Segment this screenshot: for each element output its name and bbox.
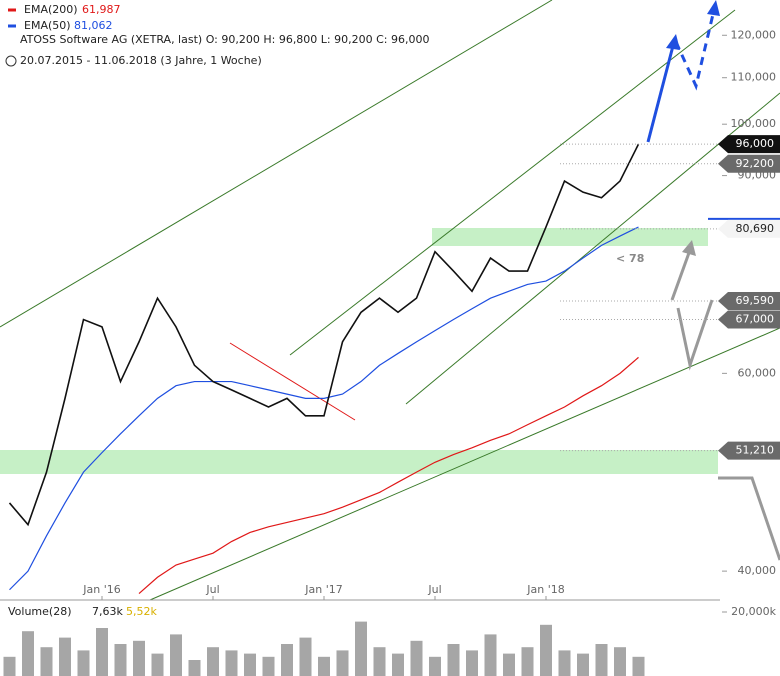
series-line (9, 226, 639, 591)
volume-bar (336, 650, 349, 676)
volume-bar (207, 647, 219, 676)
x-tick-label: Jan '16 (82, 583, 120, 596)
tag-shape (718, 219, 780, 238)
y-tick-label: 110,000 (731, 71, 777, 84)
volume-bar (225, 650, 238, 676)
scenario-arrow (676, 299, 714, 371)
volume-bar (59, 637, 71, 676)
price-tag: 51,210 (560, 441, 780, 460)
price-tag: 96,000 (560, 135, 780, 154)
volume-bar (244, 653, 256, 676)
support-zone (432, 228, 708, 246)
y-tick-label: 20,000k (731, 605, 776, 618)
volume-bar (484, 634, 497, 676)
volume-bar (170, 634, 182, 676)
volume-bar (77, 650, 90, 676)
trend-line (229, 342, 356, 421)
volume-bar (281, 644, 293, 676)
tag-label: 51,210 (736, 444, 775, 457)
scenario-arrow (718, 476, 780, 561)
volume-bar (392, 653, 404, 676)
scenario-arrow (674, 9, 716, 91)
tag-shape (718, 441, 780, 460)
volume-bar (299, 637, 312, 676)
price-tag: 92,200 (560, 154, 780, 173)
volume-bar (3, 656, 16, 676)
scenario-arrow (646, 41, 676, 143)
trend-line (0, 0, 553, 328)
tag-label: 80,690 (736, 222, 775, 235)
series-line (138, 356, 639, 595)
tag-label: 69,590 (736, 294, 775, 307)
support-zone (0, 450, 718, 474)
annotation: < 78 (616, 252, 644, 265)
price-tag: 80,690 (560, 217, 780, 238)
legend-label: EMA(200) (24, 3, 78, 16)
volume-bar (577, 653, 589, 676)
volume-bar (503, 653, 515, 676)
volume-bar (262, 656, 275, 676)
volume-bar (429, 656, 441, 676)
arrow-head (707, 0, 720, 16)
volume-bar (151, 653, 164, 676)
tag-shape (718, 135, 780, 154)
x-tick-label: Jul (427, 583, 441, 596)
series-line (8, 143, 640, 527)
tag-label: 67,000 (736, 313, 775, 326)
x-tick-label: Jul (205, 583, 219, 596)
volume-bar (632, 656, 645, 676)
y-tick-label: 100,000 (731, 117, 777, 130)
volume-bar (318, 656, 330, 676)
volume-bar (595, 644, 608, 676)
volume-bar (133, 640, 145, 676)
volume-bar (96, 628, 108, 676)
trend-line (289, 9, 736, 356)
volume-bar (540, 624, 552, 676)
volume-bar (410, 640, 423, 676)
scenario-arrow (670, 249, 692, 301)
tag-shape (718, 292, 780, 311)
tag-shape (718, 154, 780, 173)
volume-bar (114, 644, 127, 676)
legend-label: EMA(50) (24, 19, 71, 32)
legend-line: ATOSS Software AG (XETRA, last) O: 90,20… (20, 33, 430, 46)
price-tag: 69,590 (560, 292, 780, 311)
tag-label: 96,000 (736, 137, 775, 150)
volume-legend-value: 7,63k (92, 605, 123, 618)
trend-line (149, 327, 780, 601)
volume-bar (447, 644, 460, 676)
arrow-head (682, 240, 696, 256)
volume-bar (373, 647, 386, 676)
x-tick-label: Jan '17 (304, 583, 342, 596)
legend-value: 61,987 (82, 3, 121, 16)
price-tag: 67,000 (560, 310, 780, 329)
volume-bar (22, 631, 34, 676)
y-tick-label: 40,000 (738, 564, 777, 577)
volume-legend-value: 5,52k (126, 605, 157, 618)
x-tick-label: Jan '18 (526, 583, 564, 596)
volume-bar (614, 647, 626, 676)
legend-line: 20.07.2015 - 11.06.2018 (3 Jahre, 1 Woch… (20, 54, 262, 67)
volume-bar (521, 647, 534, 676)
trend-line (405, 92, 780, 405)
legend-value: 81,062 (74, 19, 113, 32)
tag-shape (718, 310, 780, 329)
volume-bar (466, 650, 478, 676)
volume-bar (40, 647, 53, 676)
volume-bar (355, 621, 367, 676)
volume-label: Volume(28) (8, 605, 72, 618)
clock-icon (5, 55, 17, 67)
y-tick-label: 120,000 (731, 28, 777, 41)
tag-label: 92,200 (736, 157, 775, 170)
volume-bar (558, 650, 571, 676)
volume-bar (188, 660, 201, 676)
y-tick-label: 60,000 (738, 366, 777, 379)
